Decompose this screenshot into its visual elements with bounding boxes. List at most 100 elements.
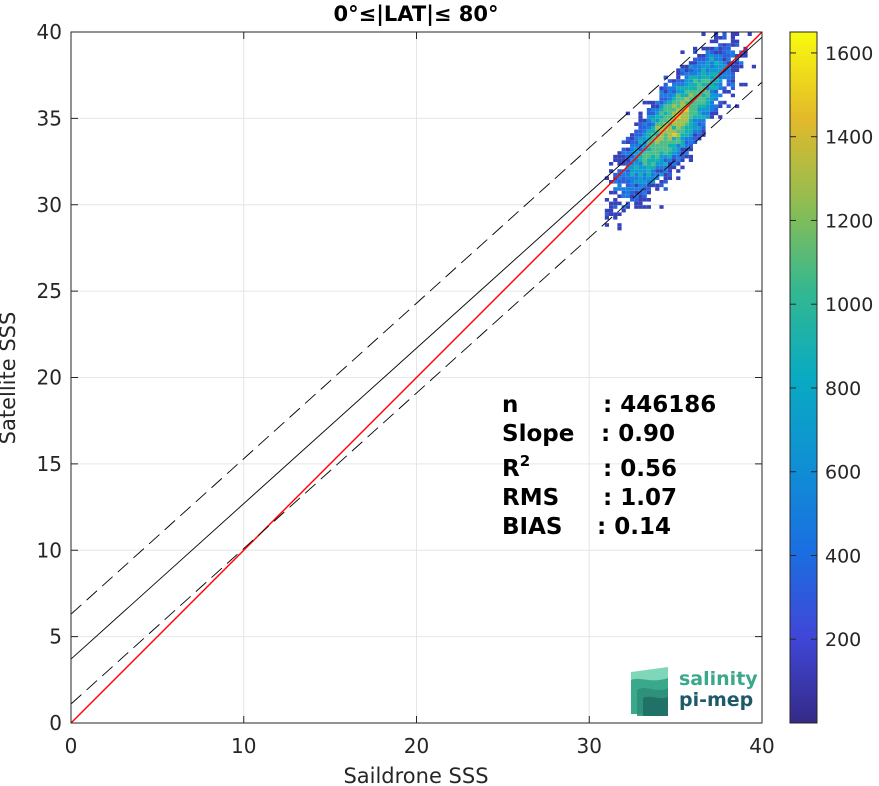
- density-cell: [701, 115, 706, 119]
- density-cell: [667, 86, 672, 90]
- density-cell: [646, 122, 651, 126]
- density-cell: [672, 111, 677, 116]
- density-cell: [625, 190, 630, 195]
- density-cell: [642, 122, 647, 126]
- density-cell: [701, 129, 706, 134]
- density-cell: [726, 54, 731, 58]
- density-cell: [688, 108, 693, 112]
- density-cell: [722, 61, 727, 65]
- density-cell: [672, 79, 677, 83]
- density-cell: [693, 136, 698, 141]
- density-cell: [663, 93, 668, 98]
- logo-line-1: salinity: [679, 668, 758, 690]
- density-cell: [651, 172, 656, 177]
- density-cell: [705, 64, 710, 69]
- density-cell: [646, 176, 651, 180]
- density-cell: [688, 72, 693, 76]
- density-cell: [688, 97, 693, 101]
- density-cell: [672, 154, 677, 159]
- density-cell: [663, 75, 668, 80]
- density-cell: [684, 136, 689, 141]
- density-cell: [701, 79, 706, 83]
- density-cell: [646, 162, 651, 166]
- density-cell: [651, 118, 656, 123]
- colorbar-tick-label: 1000: [825, 294, 873, 316]
- density-cell: [651, 176, 656, 180]
- density-cell: [659, 129, 664, 134]
- density-cell: [722, 46, 727, 51]
- density-cell: [604, 223, 609, 227]
- density-cell: [714, 64, 719, 69]
- density-cell: [663, 86, 668, 90]
- reference-lines: [71, 32, 762, 723]
- density-cell: [705, 108, 710, 112]
- density-cell: [709, 79, 714, 83]
- density-cell: [726, 90, 731, 94]
- density-cell: [693, 133, 698, 137]
- density-cell: [655, 165, 660, 170]
- density-cell: [676, 126, 681, 130]
- density-cell: [676, 151, 681, 155]
- density-cell: [676, 144, 681, 148]
- density-cell: [688, 64, 693, 69]
- density-cell: [667, 147, 672, 152]
- density-cell: [642, 129, 647, 134]
- x-axis-label: Saildrone SSS: [343, 764, 488, 786]
- density-cell: [718, 46, 723, 51]
- density-cell: [680, 118, 685, 123]
- density-cell: [693, 129, 698, 134]
- density-cell: [663, 176, 668, 180]
- density-cell: [730, 39, 735, 44]
- density-cell: [659, 93, 664, 98]
- density-cell: [651, 111, 656, 116]
- density-cell: [634, 144, 639, 148]
- density-cell: [709, 108, 714, 112]
- density-cell: [730, 75, 735, 80]
- density-cell: [676, 136, 681, 141]
- density-cell: [672, 162, 677, 166]
- density-cell: [735, 43, 740, 47]
- density-cell: [680, 100, 685, 105]
- density-cell: [693, 64, 698, 69]
- density-cell: [709, 90, 714, 94]
- colorbar: [789, 31, 818, 724]
- density-cell: [676, 129, 681, 134]
- density-cell: [663, 154, 668, 159]
- y-tick-label: 0: [49, 711, 62, 735]
- density-cell: [751, 64, 756, 69]
- density-cell: [676, 133, 681, 137]
- density-cell: [688, 75, 693, 80]
- density-cell: [659, 151, 664, 155]
- density-cell: [672, 97, 677, 101]
- density-cell: [730, 79, 735, 83]
- density-cell: [651, 169, 656, 173]
- density-cell: [714, 79, 719, 83]
- density-cell: [701, 108, 706, 112]
- density-cell: [663, 144, 668, 148]
- density-cell: [613, 201, 618, 206]
- density-cell: [651, 151, 656, 155]
- density-cell: [646, 133, 651, 137]
- density-cell: [730, 32, 735, 36]
- density-cell: [693, 100, 698, 105]
- density-cell: [726, 61, 731, 65]
- density-cell: [688, 147, 693, 152]
- density-cell: [676, 118, 681, 123]
- density-cell: [688, 68, 693, 72]
- density-cell: [693, 46, 698, 51]
- density-cell: [655, 126, 660, 130]
- density-cell: [617, 180, 622, 184]
- density-cell: [693, 75, 698, 80]
- density-cell: [638, 198, 643, 202]
- density-cell: [726, 79, 731, 83]
- density-cell: [680, 90, 685, 94]
- density-cell: [617, 183, 622, 188]
- density-cell: [705, 97, 710, 101]
- density-cell: [684, 104, 689, 108]
- density-cell: [667, 158, 672, 162]
- density-cell: [726, 72, 731, 76]
- density-cell: [697, 122, 702, 126]
- density-cell: [684, 129, 689, 134]
- density-cell: [634, 201, 639, 206]
- density-cell: [680, 86, 685, 90]
